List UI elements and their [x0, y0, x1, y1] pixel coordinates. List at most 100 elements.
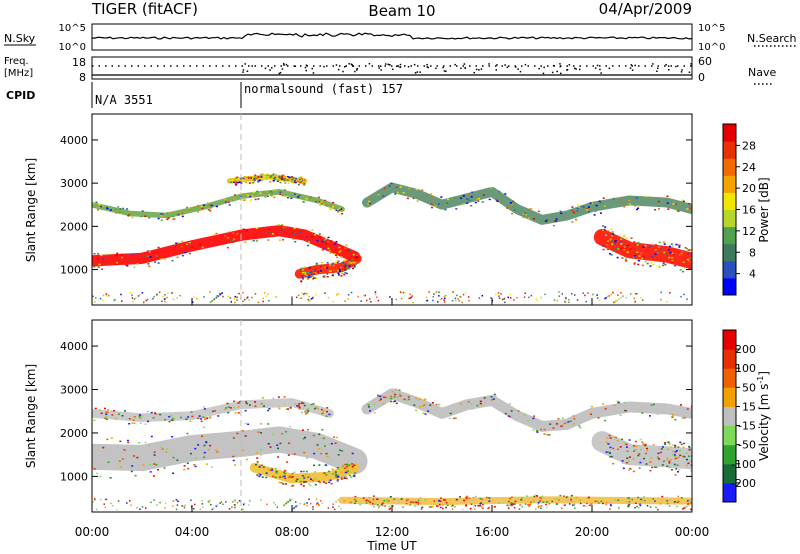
echo-pixel — [685, 458, 688, 461]
echo-pixel — [297, 183, 300, 186]
echo-pixel — [617, 499, 620, 501]
echo-pixel — [465, 504, 467, 506]
echo-pixel — [390, 395, 393, 398]
echo-pixel — [533, 218, 535, 220]
echo-pixel — [588, 208, 591, 210]
echo-pixel — [436, 505, 438, 507]
echo-pixel — [260, 432, 262, 434]
echo-pixel — [634, 205, 637, 207]
echo-pixel — [463, 499, 466, 502]
echo-pixel — [658, 241, 661, 244]
echo-pixel — [536, 430, 539, 432]
echo-pixel — [262, 297, 264, 300]
echo-pixel — [393, 396, 396, 398]
echo-pixel — [624, 258, 627, 260]
echo-pixel — [665, 254, 668, 256]
echo-pixel — [438, 295, 440, 297]
colorbar-segment — [723, 444, 736, 465]
echo-pixel — [580, 205, 583, 207]
echo-pixel — [305, 277, 308, 279]
echo-pixel — [312, 506, 314, 508]
echo-pixel — [310, 298, 313, 300]
echo-pixel — [637, 205, 640, 207]
echo-pixel — [672, 253, 675, 256]
echo-pixel — [521, 506, 523, 508]
echo-pixel — [663, 243, 666, 245]
echo-pixel — [287, 408, 289, 410]
echo-pixel — [305, 197, 308, 200]
echo-pixel — [467, 401, 470, 403]
echo-pixel — [555, 218, 558, 220]
echo-pixel — [293, 471, 296, 474]
echo-pixel — [490, 396, 493, 398]
echo-pixel — [98, 263, 101, 266]
echo-pixel — [248, 404, 251, 406]
echo-pixel — [584, 294, 586, 297]
echo-pixel — [254, 405, 257, 407]
echo-pixel — [320, 500, 322, 502]
echo-pixel — [244, 199, 247, 201]
echo-pixel — [689, 266, 692, 269]
echo-pixel — [132, 300, 134, 303]
echo-pixel — [97, 206, 100, 208]
echo-pixel — [305, 470, 308, 473]
echo-pixel — [664, 442, 667, 444]
echo-pixel — [683, 455, 686, 458]
echo-pixel — [283, 475, 286, 477]
echo-pixel — [326, 267, 329, 269]
nave-point — [337, 68, 340, 71]
nave-point — [311, 67, 313, 70]
echo-pixel — [625, 237, 628, 239]
echo-pixel — [642, 443, 645, 445]
echo-pixel — [627, 204, 630, 206]
nave-point — [342, 70, 344, 73]
echo-pixel — [114, 208, 117, 211]
velocity-colorbar-label: Velocity [m s-1] — [756, 371, 771, 461]
echo-pixel — [213, 298, 216, 300]
echo-pixel — [309, 276, 312, 278]
echo-pixel — [149, 471, 152, 473]
echo-pixel — [565, 496, 568, 498]
echo-pixel — [179, 294, 181, 297]
echo-pixel — [111, 414, 114, 416]
echo-pixel — [446, 202, 449, 204]
echo-pixel — [332, 300, 334, 303]
echo-pixel — [666, 195, 669, 197]
echo-pixel — [630, 237, 633, 239]
echo-pixel — [646, 447, 648, 450]
echo-pixel — [633, 241, 636, 243]
echo-pixel — [429, 404, 432, 406]
echo-pixel — [671, 450, 674, 453]
nave-point — [344, 66, 346, 68]
echo-pixel — [197, 211, 200, 213]
echo-pixel — [628, 199, 631, 202]
echo-pixel — [514, 503, 516, 505]
echo-pixel — [543, 428, 546, 431]
echo-pixel — [608, 434, 611, 437]
echo-pixel — [337, 475, 340, 478]
echo-pixel — [338, 246, 341, 249]
echo-pixel — [286, 178, 289, 181]
echo-pixel — [511, 504, 513, 507]
colorbar-segment — [723, 463, 736, 484]
echo-pixel — [680, 295, 682, 298]
echo-pixel — [622, 236, 625, 238]
echo-pixel — [201, 435, 204, 437]
echo-pixel — [248, 178, 251, 180]
echo-pixel — [315, 294, 317, 296]
echo-pixel — [509, 297, 512, 299]
echo-pixel — [271, 433, 274, 436]
echo-pixel — [635, 502, 637, 504]
echo-pixel — [440, 497, 443, 499]
echo-pixel — [257, 198, 260, 200]
echo-pixel — [642, 246, 645, 248]
echo-pixel — [488, 497, 491, 499]
echo-pixel — [355, 263, 358, 265]
echo-pixel — [609, 456, 612, 458]
echo-pixel — [614, 499, 616, 501]
echo-pixel — [316, 503, 318, 505]
echo-pixel — [626, 246, 629, 248]
echo-pixel — [282, 174, 285, 177]
echo-pixel — [674, 419, 677, 421]
